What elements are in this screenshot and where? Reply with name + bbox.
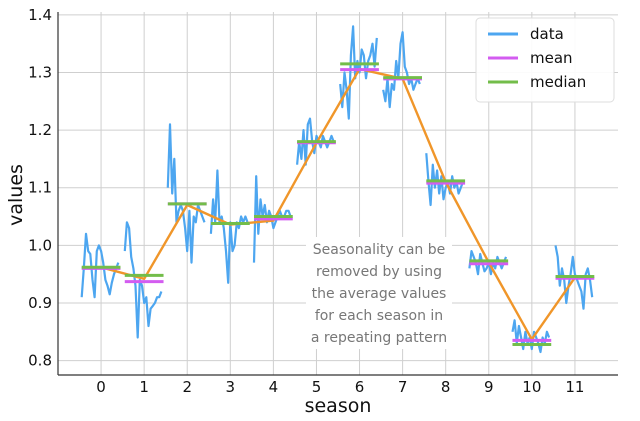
x-tick-label: 8 xyxy=(441,378,451,396)
x-tick-label: 2 xyxy=(182,378,192,396)
annotation-line: a repeating pattern xyxy=(311,330,447,346)
legend-label-data: data xyxy=(530,25,564,43)
legend-label-median: median xyxy=(530,73,586,91)
y-tick-label: 0.9 xyxy=(28,294,52,312)
annotation-line: the average values xyxy=(312,286,447,302)
legend-label-mean: mean xyxy=(530,49,573,67)
x-tick-label: 5 xyxy=(312,378,322,396)
y-tick-label: 0.8 xyxy=(28,352,52,370)
data-series xyxy=(80,25,594,354)
y-axis-label: values xyxy=(5,164,27,226)
y-tick-label: 1.3 xyxy=(28,64,52,82)
trend-line-path xyxy=(100,67,576,341)
annotation-background xyxy=(306,237,452,349)
x-tick-label: 4 xyxy=(269,378,279,396)
x-tick-label: 11 xyxy=(565,378,584,396)
data-line-segment xyxy=(382,31,421,109)
data-line-segment xyxy=(123,221,163,339)
data-line-segment xyxy=(166,123,206,264)
annotation-line: Seasonality can be xyxy=(313,242,446,258)
x-tick-label: 10 xyxy=(522,378,541,396)
x-tick-labels: 0 1 2 3 4 5 6 7 8 9 10 11 xyxy=(96,378,584,396)
x-tick-label: 3 xyxy=(226,378,236,396)
annotation-box: Seasonality can be removed by using the av… xyxy=(306,237,452,349)
y-tick-label: 1.2 xyxy=(28,121,52,139)
x-tick-label: 9 xyxy=(484,378,494,396)
y-tick-label: 1.4 xyxy=(28,6,52,24)
y-tick-label: 1.1 xyxy=(28,179,52,197)
x-tick-label: 0 xyxy=(96,378,106,396)
annotation-line: for each season in xyxy=(315,308,443,324)
data-line-segment xyxy=(80,232,120,299)
annotation-line: removed by using xyxy=(316,264,442,280)
y-tick-labels: 0.8 0.9 1.0 1.1 1.2 1.3 1.4 xyxy=(28,6,52,370)
x-axis-label: season xyxy=(305,395,372,417)
x-tick-label: 6 xyxy=(355,378,365,396)
trend-line xyxy=(100,67,576,341)
x-tick-label: 7 xyxy=(398,378,408,396)
legend: data mean median xyxy=(475,17,615,103)
data-line-segment xyxy=(554,245,594,310)
axes xyxy=(57,12,618,376)
median-series xyxy=(81,62,595,346)
x-tick-label: 1 xyxy=(139,378,149,396)
data-line-segment xyxy=(339,25,378,120)
y-tick-label: 1.0 xyxy=(28,236,52,254)
data-line-segment xyxy=(209,169,249,284)
